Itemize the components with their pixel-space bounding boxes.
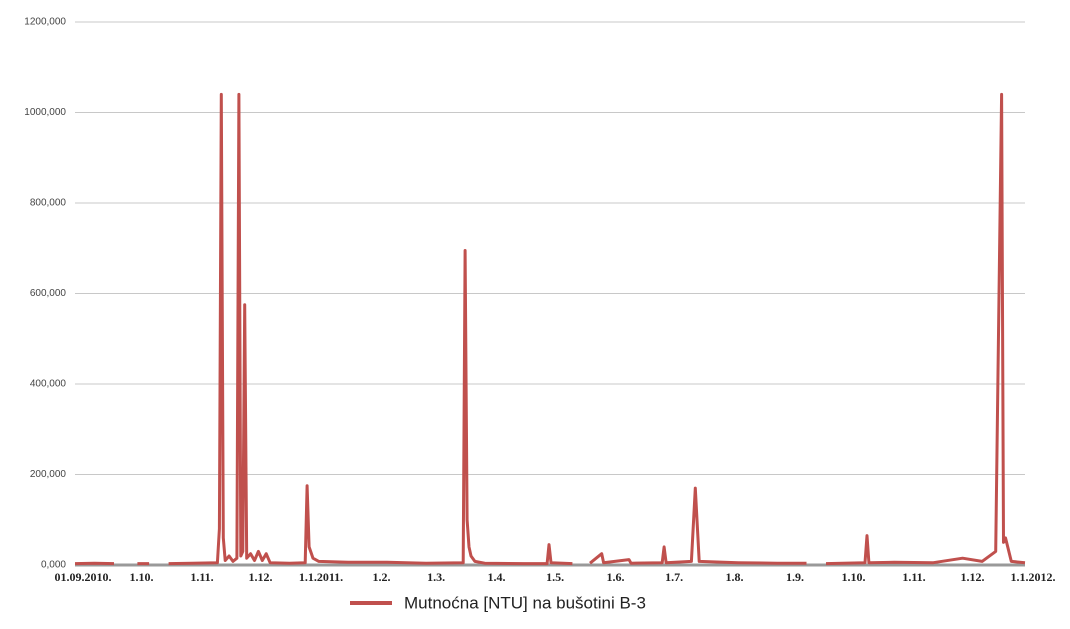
y-tick-label: 1000,000 <box>24 107 66 118</box>
x-tick-label: 01.09.2010. <box>55 570 112 584</box>
x-tick-label: 1.11. <box>902 570 925 584</box>
y-tick-label: 1200,000 <box>24 17 66 28</box>
x-tick-label: 1.10. <box>842 570 866 584</box>
x-tick-label: 1.5. <box>546 570 564 584</box>
y-tick-label: 800,000 <box>30 198 67 209</box>
x-tick-label: 1.4. <box>488 570 506 584</box>
x-tick-label: 1.8. <box>726 570 744 584</box>
series-line <box>74 92 1026 566</box>
y-tick-label: 600,000 <box>30 288 67 299</box>
x-tick-label: 1.9. <box>786 570 804 584</box>
x-tick-label: 1.12. <box>249 570 273 584</box>
y-tick-label: 200,000 <box>30 469 67 480</box>
x-tick-label: 1.12. <box>961 570 985 584</box>
x-tick-label: 1.1.2011. <box>299 570 343 584</box>
x-tick-label: 1.2. <box>372 570 390 584</box>
x-tick-label: 1.1.2012. <box>1011 570 1056 584</box>
y-tick-label: 400,000 <box>30 379 67 390</box>
x-tick-label: 1.3. <box>427 570 445 584</box>
y-tick-label: 0,000 <box>41 560 66 571</box>
x-tick-label: 1.7. <box>665 570 683 584</box>
x-tick-label: 1.11. <box>190 570 213 584</box>
x-tick-label: 1.6. <box>607 570 625 584</box>
x-tick-label: 1.10. <box>130 570 154 584</box>
legend-label: Mutnoćna [NTU] na bušotini B-3 <box>404 593 646 612</box>
